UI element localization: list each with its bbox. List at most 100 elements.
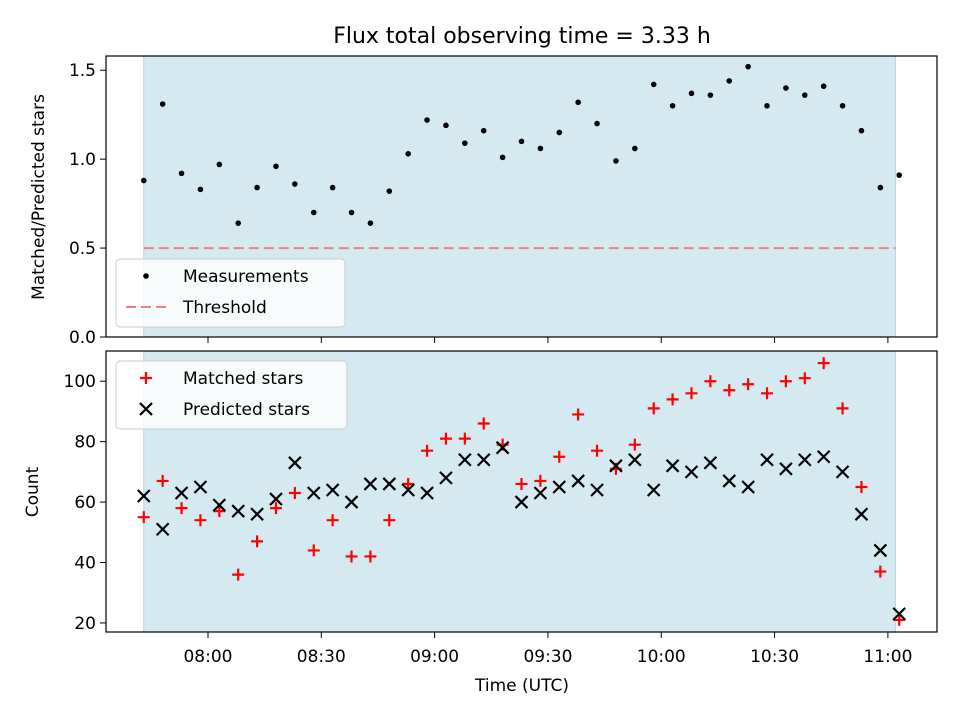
bottom-x-point [344,495,359,509]
top-legend-dot-swatch [143,273,149,279]
bottom-x-point [514,495,529,509]
bottom-x-point [325,483,340,497]
top-dot-point [140,177,147,184]
top-dot-point [424,117,430,123]
bottom-x-point [628,452,642,467]
bottom-legend-x-swatch [139,402,153,416]
top-y-axis-label: Matched/Predicted stars [29,94,49,300]
top-dot-point [632,145,638,152]
x-tick-label: 09:30 [523,647,572,667]
bottom-legend-plus-swatch [140,372,152,384]
top-dot-point [405,151,411,157]
bottom-x-point [854,507,869,521]
bottom-plus-point [817,357,830,370]
top-dot-point [669,102,676,109]
top-legend-label: Measurements [183,267,309,287]
x-tick-label: 11:00 [863,647,912,667]
bottom-plus-point [251,535,264,548]
bottom-x-point [665,459,680,473]
bottom-x-point [798,452,812,467]
bottom-plus-point [402,477,415,490]
bottom-x-point [212,498,227,512]
top-legend-label: Threshold [182,298,267,318]
bottom-plus-point [628,438,641,451]
bottom-x-point [873,543,888,558]
top-dot-point [575,99,581,106]
bottom-plus-point [383,514,396,527]
bottom-x-point [779,462,793,476]
x-axis-label: Time (UTC) [474,676,569,696]
bottom-x-point [609,459,623,473]
top-dot-point [783,85,789,91]
top-dot-point [367,220,374,226]
top-dot-point [877,184,884,191]
bottom-legend-label: Predicted stars [183,400,310,420]
bottom-x-point [363,477,378,491]
bottom-x-point [722,474,737,488]
bottom-x-point [892,607,907,621]
top-dot-point [556,129,563,136]
bottom-plus-point [326,514,339,527]
bottom-x-point [174,486,189,500]
bottom-plus-point [175,502,188,515]
top-dot-point [858,127,865,134]
top-dot-point [273,163,279,170]
bottom-plus-point [364,550,377,563]
x-tick-label: 10:30 [750,647,799,667]
top-dot-point [537,145,544,152]
bottom-x-point [250,507,264,521]
top-dot-point [348,209,355,216]
bottom-plus-point [439,432,452,445]
top-dot-point [839,102,846,109]
bottom-y-tick-label: 40 [74,554,96,574]
bottom-y-tick-label: 100 [64,372,96,392]
x-tick-label: 08:30 [297,647,346,667]
bottom-plus-point [893,613,906,626]
top-dot-point [178,170,185,177]
bottom-x-point [835,465,850,479]
bottom-x-point [684,465,699,479]
top-dot-point [801,92,808,98]
bottom-x-point [288,456,302,470]
bottom-plus-point [553,450,566,463]
top-axes-frame [105,55,938,338]
bottom-legend-box [115,360,348,430]
top-dot-point [896,172,903,178]
top-dot-point [726,78,733,84]
bottom-x-point [439,471,453,485]
bottom-plus-point [458,432,471,445]
bottom-y-tick-label: 80 [74,433,96,453]
bottom-plus-point [836,402,849,415]
bottom-x-point [552,480,567,494]
bottom-x-point [760,452,774,467]
bottom-plus-point [156,474,169,487]
top-y-tick-label: 0.0 [69,328,96,348]
top-dot-point [292,181,298,187]
top-dot-point [235,220,242,226]
bottom-plus-point [798,372,811,385]
bottom-x-point [533,486,548,500]
top-dot-point [688,90,695,97]
bottom-x-point [269,492,283,506]
bottom-plus-point [534,474,547,487]
top-dot-point [499,154,506,161]
top-y-tick-label: 1.5 [69,61,96,81]
bottom-x-point [571,474,585,488]
bottom-x-point [401,483,415,497]
top-dot-point [650,81,657,88]
top-dot-point [216,161,223,168]
top-dot-point [462,140,468,146]
top-dot-point [310,209,317,216]
chart-title: Flux total observing time = 3.33 h [333,24,711,49]
bottom-x-point [646,483,661,497]
top-dot-point [254,184,260,191]
bottom-plus-point [779,375,792,388]
bottom-x-point [741,480,755,494]
bottom-plus-point [572,408,585,421]
bottom-x-point [382,477,397,491]
bottom-plus-point [723,384,736,397]
bottom-x-point [155,522,170,537]
bottom-plus-point [421,444,434,457]
